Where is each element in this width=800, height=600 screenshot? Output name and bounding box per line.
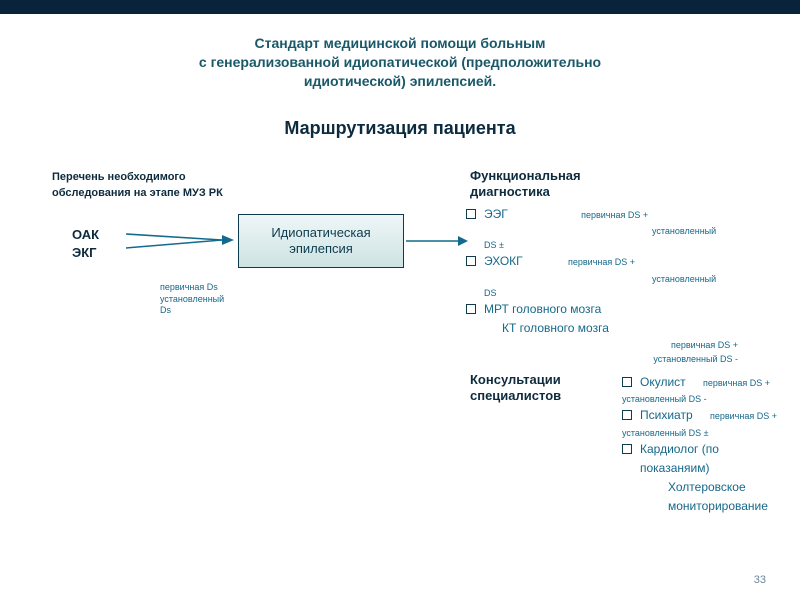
- left-annot-l1: первичная Ds: [160, 282, 218, 292]
- cs-psych-note: первичная DS +: [710, 411, 777, 421]
- cs-holter-l1: Холтеровское: [668, 480, 746, 494]
- fd-echokg-note: первичная DS +: [568, 257, 635, 267]
- bullet-icon: [622, 444, 632, 454]
- fd-eeg-note2: установленный: [484, 225, 774, 237]
- cs-item-holter-l2: мониторирование: [668, 498, 790, 514]
- left-test-ekg: ЭКГ: [72, 245, 97, 260]
- fd-item-eeg: ЭЭГ первичная DS +: [484, 206, 774, 222]
- bullet-icon: [622, 377, 632, 387]
- title-line-3: идиотической) эпилепсией.: [304, 73, 496, 89]
- central-diagnosis-box: Идиопатическая эпилепсия: [238, 214, 404, 268]
- cs-item-cardio-l2: показаняим): [640, 460, 790, 476]
- left-tests: ОАК ЭКГ: [72, 226, 99, 261]
- cs-holter-l2: мониторирование: [668, 499, 768, 513]
- cs-item-cardio: Кардиолог (по: [640, 441, 790, 457]
- title-line-2: с генерализованной идиопатической (предп…: [199, 54, 601, 70]
- fd-heading-l1: Функциональная: [470, 168, 581, 183]
- left-heading-l1: Перечень необходимого: [52, 171, 186, 183]
- cs-heading-l1: Консультации: [470, 372, 561, 387]
- bullet-icon: [466, 256, 476, 266]
- center-box-l2: эпилепсия: [289, 241, 353, 256]
- left-annot-l2: установленный: [160, 294, 224, 304]
- cs-item-holter-l1: Холтеровское: [668, 479, 790, 495]
- functional-diag-heading: Функциональная диагностика: [470, 168, 581, 201]
- fd-echokg-label: ЭХОКГ: [484, 254, 523, 268]
- slide-number-text: 33: [754, 574, 766, 586]
- functional-diag-list: ЭЭГ первичная DS + установленный DS ± ЭХ…: [484, 206, 774, 368]
- fd-item-ct: КТ головного мозга: [502, 320, 774, 336]
- consult-list: Окулист первичная DS + установленный DS …: [640, 374, 790, 517]
- left-annot-l3: Ds: [160, 305, 171, 315]
- left-test-oak: ОАК: [72, 227, 99, 242]
- fd-echokg-note2: установленный: [484, 273, 774, 285]
- arrow-left: [126, 230, 238, 254]
- bullet-icon: [466, 304, 476, 314]
- fd-ds-suffix: DS: [484, 287, 774, 299]
- title-line-1: Стандарт медицинской помощи больным: [255, 35, 546, 51]
- cs-psych-note2: установленный DS ±: [622, 427, 790, 439]
- bullet-icon: [622, 410, 632, 420]
- fd-mri-note1: первичная DS +: [484, 339, 774, 351]
- cs-oculist-label: Окулист: [640, 375, 686, 389]
- subtitle-text: Маршрутизация пациента: [284, 118, 515, 138]
- consult-heading: Консультации специалистов: [470, 372, 561, 405]
- cs-oculist-note2: установленный DS -: [622, 393, 790, 405]
- fd-mri-note2: установленный DS -: [484, 353, 774, 365]
- center-box-l1: Идиопатическая: [271, 225, 370, 240]
- cs-heading-l2: специалистов: [470, 388, 561, 403]
- cs-cardio-l1: Кардиолог (по: [640, 442, 719, 456]
- slide-title: Стандарт медицинской помощи больным с ге…: [60, 34, 740, 91]
- left-annotation: первичная Ds установленный Ds: [160, 282, 224, 317]
- cs-item-oculist: Окулист первичная DS +: [640, 374, 790, 390]
- left-section-heading: Перечень необходимого обследования на эт…: [52, 170, 223, 202]
- fd-item-echokg: ЭХОКГ первичная DS +: [484, 253, 774, 269]
- top-bar: [0, 0, 800, 14]
- fd-ct-label: КТ головного мозга: [502, 321, 609, 335]
- cs-oculist-note: первичная DS +: [703, 378, 770, 388]
- slide-subtitle: Маршрутизация пациента: [0, 118, 800, 139]
- fd-heading-l2: диагностика: [470, 184, 550, 199]
- fd-eeg-note: первичная DS +: [581, 210, 648, 220]
- cs-psych-label: Психиатр: [640, 408, 693, 422]
- bullet-icon: [466, 209, 476, 219]
- arrow-right: [406, 234, 470, 248]
- fd-ds-prefix: DS ±: [484, 239, 774, 251]
- slide-number: 33: [754, 574, 766, 586]
- left-heading-l2: обследования на этапе МУЗ РК: [52, 187, 223, 199]
- cs-item-psych: Психиатр первичная DS +: [640, 407, 790, 423]
- fd-eeg-label: ЭЭГ: [484, 207, 508, 221]
- cs-cardio-l2: показаняим): [640, 461, 709, 475]
- fd-item-mri: МРТ головного мозга: [484, 301, 774, 317]
- fd-mri-label: МРТ головного мозга: [484, 302, 601, 316]
